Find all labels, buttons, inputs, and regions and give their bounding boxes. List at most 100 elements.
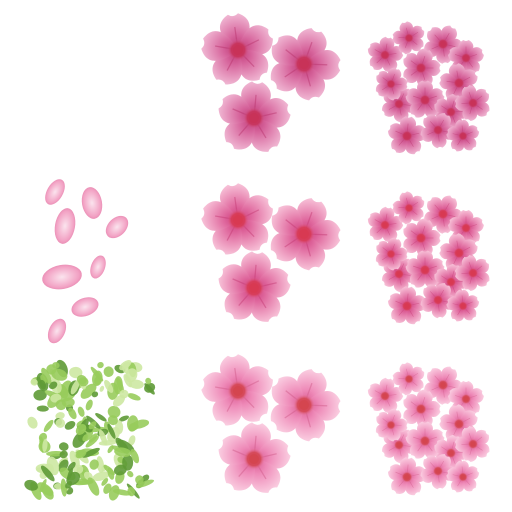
blossom <box>448 380 484 416</box>
blossom <box>375 67 408 101</box>
leaf <box>127 415 139 432</box>
petal <box>90 255 106 279</box>
leaf <box>75 449 87 459</box>
blossom <box>270 369 341 442</box>
leaf <box>40 465 55 482</box>
leaf <box>80 383 97 399</box>
leaf <box>40 374 47 384</box>
leaf <box>30 378 38 386</box>
blossom <box>201 13 273 85</box>
leaf <box>107 423 116 439</box>
blossom <box>218 251 291 322</box>
leaf <box>108 485 120 501</box>
blossom <box>387 116 427 155</box>
leaf <box>55 412 65 420</box>
leaf <box>114 447 132 457</box>
leaf <box>104 379 114 393</box>
leaf <box>24 479 39 491</box>
blossom <box>201 354 273 426</box>
leaf <box>144 383 155 395</box>
blossom <box>424 195 463 234</box>
blossom <box>446 119 480 152</box>
leaf <box>39 379 46 390</box>
petal <box>105 215 129 239</box>
leaf <box>125 368 138 383</box>
leaf <box>59 450 68 459</box>
blossom <box>201 183 273 255</box>
blossom <box>375 237 408 271</box>
blossom-cluster-icon <box>367 21 490 155</box>
three-large-blossoms-icon <box>201 354 341 493</box>
leaf <box>88 433 98 443</box>
leaf <box>72 431 87 448</box>
leaf <box>118 415 129 422</box>
petal <box>81 187 103 219</box>
petal <box>42 264 82 290</box>
three-large-blossoms-icon <box>201 183 341 322</box>
blossom <box>405 80 445 118</box>
leaf <box>127 470 134 478</box>
blossom <box>454 255 490 292</box>
blossom <box>218 81 291 152</box>
leaf <box>55 399 67 411</box>
petal <box>47 318 67 344</box>
green-foliage-icon <box>24 359 156 501</box>
blossom <box>392 191 425 225</box>
leaf <box>91 391 99 398</box>
leaf <box>48 381 58 390</box>
leaf <box>128 379 144 389</box>
leaf <box>128 435 136 446</box>
leaf <box>70 379 80 395</box>
leaf <box>68 407 77 420</box>
blossom <box>367 206 404 243</box>
leaf <box>99 385 105 392</box>
leaf <box>130 448 140 464</box>
leaf <box>89 459 99 470</box>
blossom <box>218 422 291 493</box>
leaf <box>87 477 100 496</box>
leaf <box>92 370 103 387</box>
blossom <box>392 21 425 55</box>
leaf <box>145 377 152 385</box>
leaf <box>116 377 125 394</box>
leaf <box>101 478 109 486</box>
leaf <box>43 419 54 432</box>
petal <box>54 208 76 244</box>
leaf <box>67 461 76 471</box>
petal <box>71 297 99 317</box>
leaf <box>60 478 67 497</box>
blossom <box>454 85 490 122</box>
leaf <box>103 464 115 476</box>
blossom-cluster-icon <box>367 191 490 325</box>
leaf <box>119 360 132 371</box>
leaf <box>107 415 118 426</box>
leaf <box>119 389 129 399</box>
leaf <box>115 420 124 435</box>
leaf <box>95 413 107 422</box>
leaf <box>46 364 57 375</box>
scattered-petals-icon <box>42 179 129 344</box>
leaf <box>107 405 121 418</box>
leaf <box>85 399 93 411</box>
leaf <box>36 405 49 412</box>
blossom <box>375 408 408 442</box>
blossom <box>270 198 341 271</box>
leaf <box>99 429 108 446</box>
leaf <box>82 447 100 458</box>
leaf <box>42 438 48 453</box>
leaf <box>103 483 112 494</box>
blossom <box>392 362 425 396</box>
leaf <box>103 366 114 377</box>
blossom <box>270 28 341 101</box>
leaf <box>78 377 89 387</box>
leaf <box>88 421 97 430</box>
leaf <box>58 442 69 451</box>
leaf <box>41 367 52 384</box>
leaf <box>82 434 89 442</box>
three-large-blossoms-icon <box>201 13 341 152</box>
leaf <box>77 406 85 417</box>
blossom <box>446 289 480 322</box>
blossom <box>454 426 490 463</box>
leaf <box>33 389 47 401</box>
